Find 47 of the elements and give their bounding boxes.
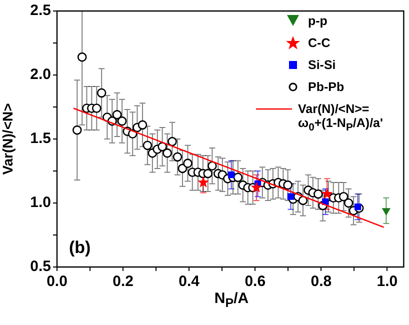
point — [283, 180, 292, 190]
x-tick-label: 0.4 — [178, 273, 200, 290]
y-tick-label: 0.5 — [30, 258, 51, 276]
point — [287, 193, 294, 200]
x-tick-label: 1.0 — [376, 273, 398, 290]
point — [338, 192, 348, 202]
point — [198, 176, 209, 188]
point — [183, 158, 192, 168]
annotation: (b) — [69, 238, 91, 257]
x-tick-label: 0.0 — [46, 273, 68, 290]
point — [228, 172, 235, 178]
point — [298, 196, 308, 206]
x-tick-label: 0.6 — [244, 273, 266, 290]
point — [208, 161, 217, 171]
y-tick-label: 1.5 — [30, 130, 51, 148]
point — [77, 52, 87, 62]
point — [314, 189, 323, 199]
point — [344, 198, 354, 208]
y-tick-label: 2.0 — [30, 66, 51, 84]
point — [138, 120, 148, 130]
legend-label: C-C — [308, 36, 330, 50]
point — [354, 204, 362, 210]
x-axis-title: N$_{P}$/A — [214, 290, 249, 310]
point — [162, 148, 172, 158]
legend-label: Pb-Pb — [308, 80, 344, 94]
point — [382, 208, 390, 216]
legend-label: p-p — [308, 14, 328, 28]
point — [321, 188, 333, 199]
point — [96, 88, 106, 98]
legend-label: Si-Si — [308, 58, 336, 72]
y-tick-label: 2.5 — [30, 2, 51, 20]
x-tick-label: 0.8 — [310, 273, 332, 290]
point — [117, 116, 127, 126]
y-axis-title: Var(N)/<N> — [0, 103, 16, 175]
point — [142, 140, 152, 150]
point — [250, 182, 262, 192]
point — [72, 125, 82, 135]
point — [92, 104, 102, 113]
point — [322, 198, 329, 206]
point — [233, 172, 243, 182]
point — [172, 152, 182, 162]
legend-label: Var(N)/<N>= ω$_{0}$+(1-N$_{P}$/A)/a' — [298, 102, 383, 134]
point — [168, 136, 177, 146]
point — [112, 110, 122, 120]
point — [203, 168, 213, 178]
y-tick-label: 1.0 — [30, 194, 51, 212]
x-tick-label: 0.2 — [112, 273, 134, 290]
